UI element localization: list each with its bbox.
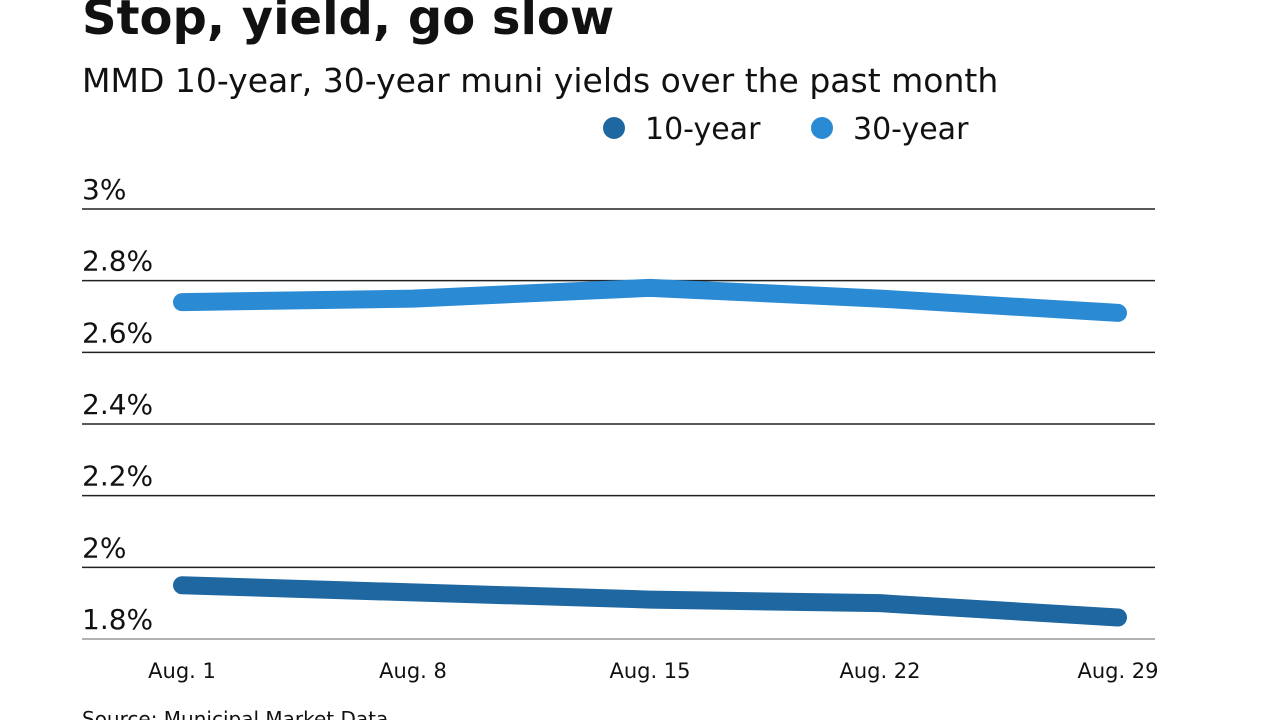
legend-label: 30-year	[853, 112, 969, 147]
y-tick-label: 2.4%	[82, 388, 153, 421]
legend-marker	[811, 117, 833, 139]
chart-subtitle: MMD 10-year, 30-year muni yields over th…	[82, 61, 998, 100]
chart-title: Stop, yield, go slow	[82, 0, 614, 46]
y-tick-label: 2%	[82, 531, 126, 564]
x-tick-label: Aug. 8	[379, 659, 447, 683]
y-tick-label: 2.2%	[82, 460, 153, 493]
x-tick-label: Aug. 15	[609, 659, 690, 683]
x-tick-label: Aug. 22	[839, 659, 920, 683]
x-tick-label: Aug. 1	[148, 659, 216, 683]
legend-label: 10-year	[645, 112, 761, 147]
y-tick-label: 1.8%	[82, 603, 153, 636]
series-line	[173, 576, 1127, 627]
y-tick-label: 3%	[82, 173, 126, 206]
y-tick-label: 2.8%	[82, 245, 153, 278]
source-note: Source: Municipal Market Data	[82, 707, 388, 720]
series-line	[173, 278, 1127, 322]
x-tick-label: Aug. 29	[1077, 659, 1158, 683]
legend-marker	[603, 117, 625, 139]
y-tick-label: 2.6%	[82, 316, 153, 349]
